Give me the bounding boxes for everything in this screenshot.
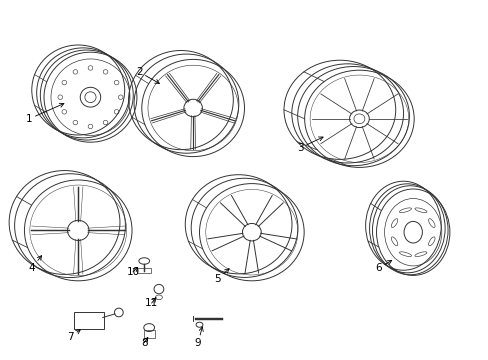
Text: 1: 1 (26, 103, 64, 124)
Text: 7: 7 (67, 330, 80, 342)
Text: 8: 8 (141, 337, 147, 348)
Text: 4: 4 (28, 256, 41, 273)
Text: 9: 9 (194, 327, 203, 348)
Text: 3: 3 (297, 137, 323, 153)
Text: 6: 6 (375, 260, 391, 273)
Text: 5: 5 (214, 269, 228, 284)
Text: 10: 10 (126, 267, 139, 277)
Text: 2: 2 (136, 67, 159, 84)
Text: 11: 11 (144, 298, 158, 308)
